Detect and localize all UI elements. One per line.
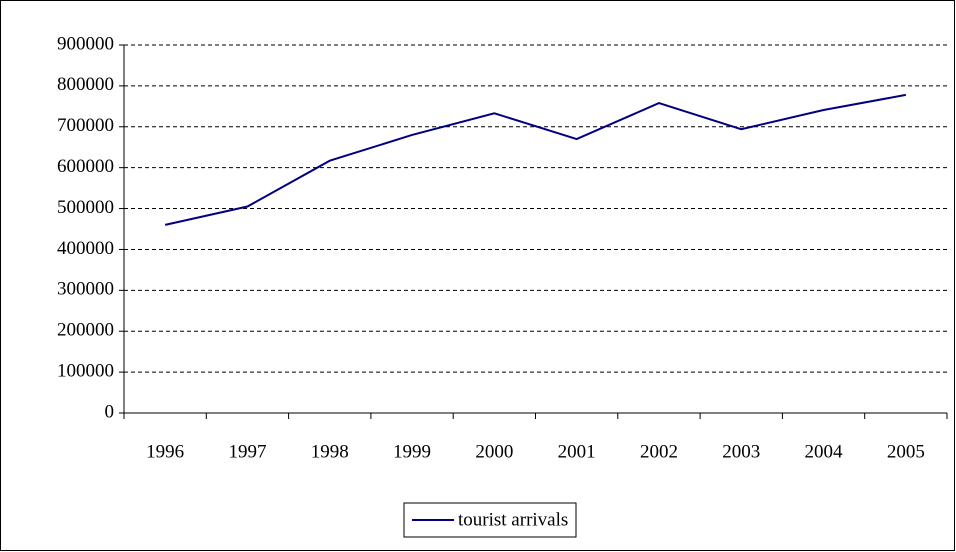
y-tick-label: 200000 xyxy=(57,320,114,341)
legend-label: tourist arrivals xyxy=(458,509,568,530)
y-tick-label: 300000 xyxy=(57,279,114,300)
x-tick-label: 2000 xyxy=(475,441,513,462)
x-tick-label: 2003 xyxy=(722,441,760,462)
series-line xyxy=(164,93,907,226)
x-tick-label: 2002 xyxy=(640,441,678,462)
x-tick-label: 1997 xyxy=(228,441,266,462)
x-tick-label: 2004 xyxy=(805,441,844,462)
y-tick-label: 400000 xyxy=(57,238,114,259)
x-tick-label: 1998 xyxy=(311,441,349,462)
x-tick-label: 1999 xyxy=(393,441,431,462)
y-tick-label: 900000 xyxy=(57,33,114,54)
y-tick-label: 500000 xyxy=(57,197,114,218)
y-tick-label: 100000 xyxy=(57,360,114,381)
x-tick-label: 2005 xyxy=(887,441,925,462)
y-tick-label: 800000 xyxy=(57,74,114,95)
x-tick-label: 1996 xyxy=(146,441,184,462)
y-tick-label: 600000 xyxy=(57,156,114,177)
x-tick-label: 2001 xyxy=(558,441,596,462)
y-tick-label: 700000 xyxy=(57,115,114,136)
y-tick-label: 0 xyxy=(105,401,115,422)
